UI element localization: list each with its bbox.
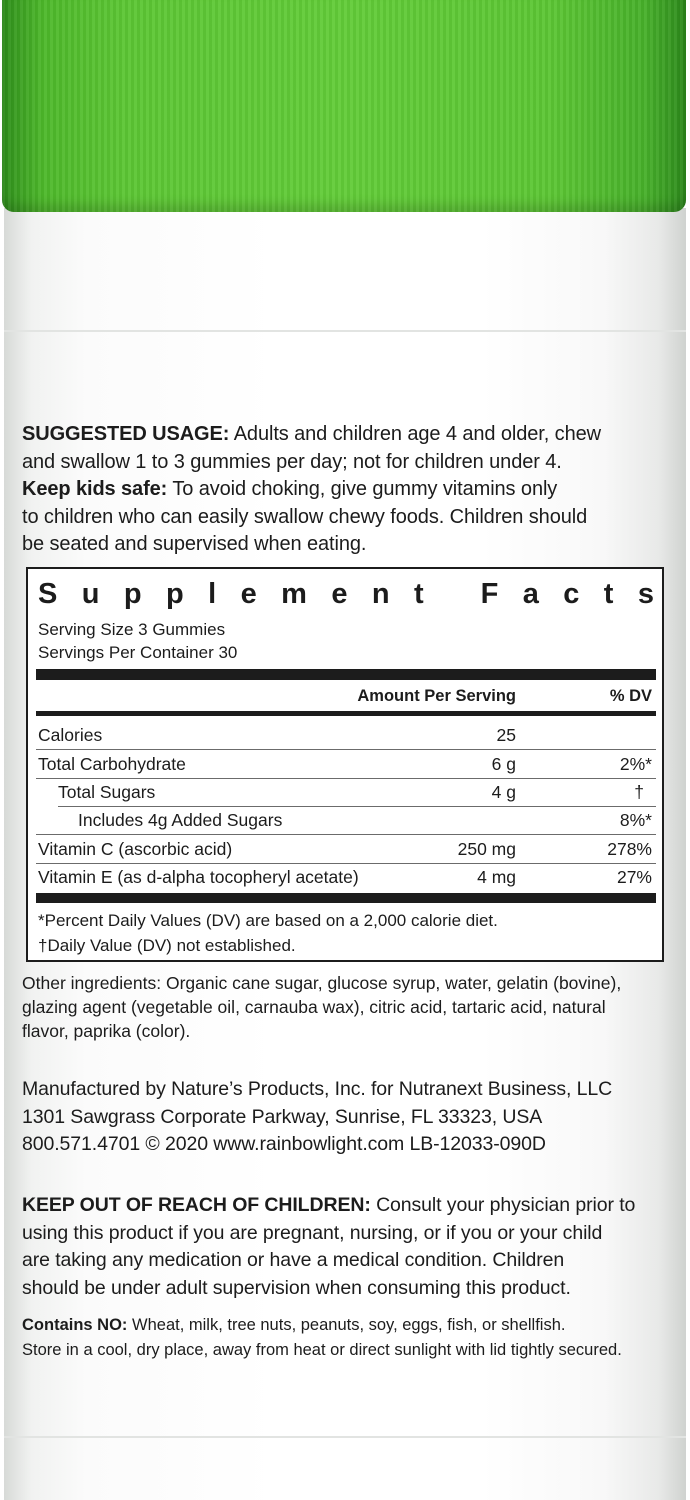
allergen-storage: Contains NO: Wheat, milk, tree nuts, pea… [22,1316,622,1359]
title-letter: F [480,578,499,610]
title-letter: p [166,578,184,610]
row-divider [36,749,656,750]
title-letter: s [637,578,654,610]
title-letter: e [331,578,348,610]
title-letter: u [81,578,100,610]
kids-safe-label: Keep kids safe: [22,478,168,500]
serving-size: Serving Size 3 Gummies [38,620,226,639]
header-divider [36,711,656,716]
title-letter: l [208,578,217,610]
other-ingredients: Other ingredients: Organic cane sugar, g… [22,973,622,1041]
warning-label: KEEP OUT OF REACH OF CHILDREN: [22,1194,371,1216]
table-row: Vitamin C (ascorbic acid) 250 mg 278% [38,839,652,859]
usage-label: SUGGESTED USAGE: [22,423,230,445]
table-row: Calories 25 [38,725,516,745]
title-letter: n [371,578,390,610]
manufacturer-info: Manufactured by Nature’s Products, Inc. … [22,1078,613,1155]
row-divider [36,778,656,779]
title-letter: a [522,578,539,610]
column-headers: Amount Per Serving % DV [36,683,656,709]
title-letter: e [240,578,257,610]
thick-divider [36,669,656,680]
title-letter: t [414,578,424,610]
row-divider [58,806,656,807]
bottle-cap [2,0,686,212]
footnote-dv: *Percent Daily Values (DV) are based on … [38,911,498,930]
table-row: Total Sugars 4 g † [58,782,644,802]
title-letter [448,577,456,611]
bottle-neck-line [4,330,686,332]
title-letter: t [603,578,614,610]
table-row: Vitamin E (as d-alpha tocopheryl acetate… [38,867,652,887]
amount-header: Amount Per Serving [357,687,516,705]
thick-divider [36,893,656,903]
row-divider [36,863,656,864]
footnote-dagger: †Daily Value (DV) not established. [38,936,296,955]
title-letter: m [281,578,307,610]
table-row: Includes 4g Added Sugars 8%* [78,810,652,830]
warning-text: KEEP OUT OF REACH OF CHILDREN: Consult y… [22,1194,636,1299]
table-row: Total Carbohydrate 6 g 2%* [38,754,652,774]
title-letter: S [38,578,58,610]
row-divider [36,834,656,835]
title-letter: c [563,578,580,610]
title-letter: p [123,578,142,610]
dv-header: % DV [609,687,652,705]
suggested-usage: SUGGESTED USAGE: Adults and children age… [22,423,601,555]
servings-per-container: Servings Per Container 30 [38,643,238,662]
contains-no-label: Contains NO: [22,1316,128,1334]
bottle-bottom-line [4,1436,686,1438]
cap-ridges [2,0,686,212]
